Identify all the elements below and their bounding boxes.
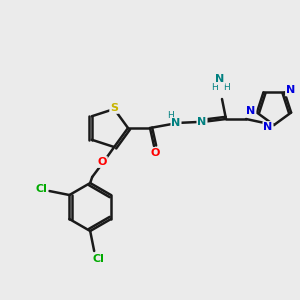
Text: O: O [98,157,107,167]
Text: S: S [110,103,118,113]
Text: O: O [150,148,160,158]
Text: N: N [215,74,225,84]
Text: N: N [263,122,273,132]
Text: N: N [246,106,256,116]
Text: H: H [167,112,173,121]
Text: N: N [197,117,207,127]
Text: H: H [223,82,230,91]
Text: H: H [211,82,218,91]
Text: Cl: Cl [35,184,47,194]
Text: N: N [171,118,181,128]
Text: N: N [286,85,295,95]
Text: Cl: Cl [92,254,104,264]
